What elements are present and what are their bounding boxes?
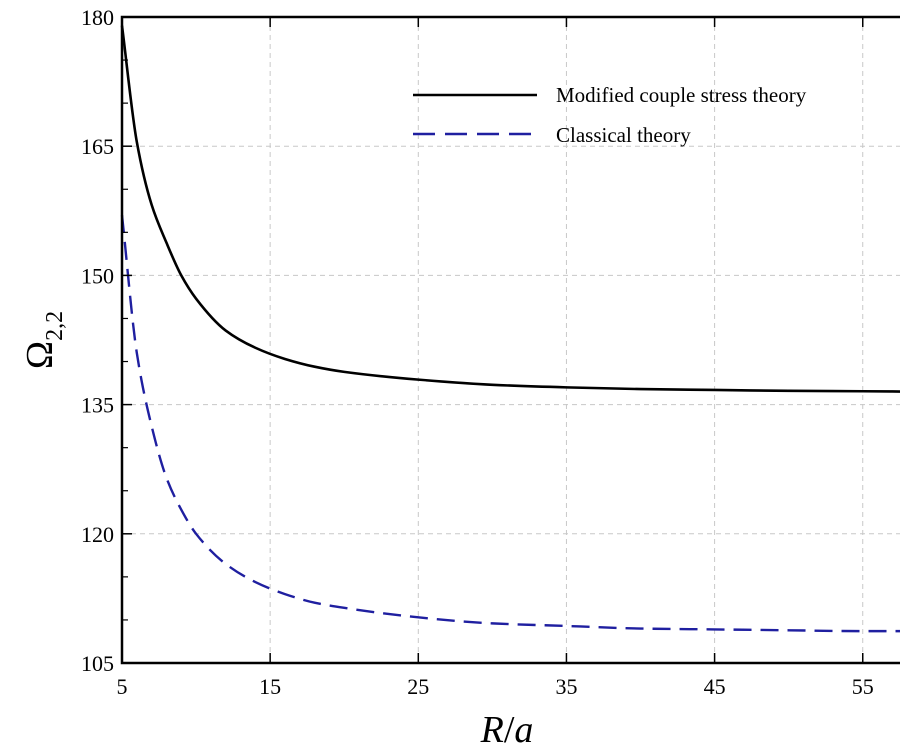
- x-tick-label-15: 15: [259, 674, 281, 699]
- x-tick-label-45: 45: [704, 674, 726, 699]
- svg-text:R/a: R/a: [480, 709, 534, 751]
- legend-label-classical: Classical theory: [556, 123, 691, 147]
- series-line-modified-couple-stress: [120, 25, 900, 393]
- y-tick-label-135: 135: [81, 393, 114, 418]
- x-axis-title-r: R: [480, 709, 504, 751]
- y-axis-title: Ω2,2: [19, 311, 68, 369]
- y-tick-label-180: 180: [81, 5, 114, 30]
- y-tick-label-165: 165: [81, 134, 114, 159]
- x-axis-title: R/a: [480, 709, 534, 751]
- tick-marks-and-labels: 5 15 25 35 45 55 105 120 135 150 165 180: [81, 5, 874, 699]
- series-lines: [120, 25, 900, 633]
- svg-text:Ω2,2: Ω2,2: [19, 311, 68, 369]
- series-line-classical: [120, 214, 900, 633]
- plot-frame: [120, 15, 900, 665]
- x-tick-label-25: 25: [407, 674, 429, 699]
- x-tick-label-5: 5: [117, 674, 128, 699]
- y-tick-label-120: 120: [81, 522, 114, 547]
- x-axis-title-slash: /: [504, 709, 515, 751]
- x-tick-label-35: 35: [555, 674, 577, 699]
- legend: Modified couple stress theory Classical …: [413, 83, 807, 147]
- legend-label-modified-couple-stress: Modified couple stress theory: [556, 83, 807, 107]
- grid: [122, 17, 900, 663]
- y-axis-title-subscript: 2,2: [42, 311, 68, 341]
- x-tick-label-55: 55: [852, 674, 874, 699]
- x-axis-title-a: a: [514, 709, 533, 751]
- axes: [120, 15, 900, 665]
- y-tick-label-105: 105: [81, 651, 114, 676]
- y-tick-label-150: 150: [81, 263, 114, 288]
- y-axis-title-omega: Ω: [19, 341, 61, 369]
